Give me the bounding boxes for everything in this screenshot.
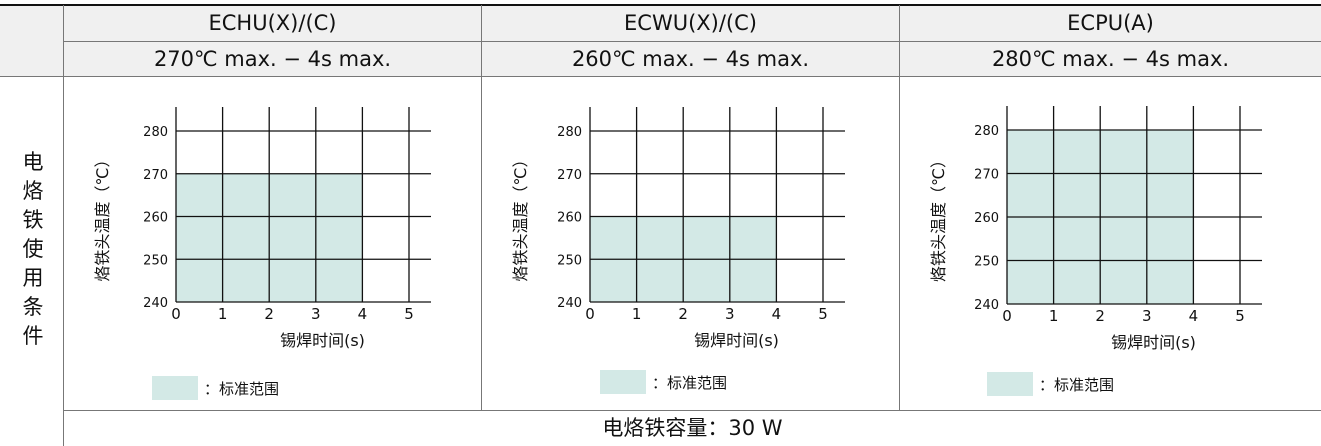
legend-label: ：标准范围 xyxy=(652,373,728,392)
y-tick-label: 260 xyxy=(143,211,168,226)
chart-svg: 0 1 2 3 4 5 240 250 260 270 280 锡焊时间(s) 烙铁头温度（℃） xyxy=(93,107,431,350)
side-label-usage-conditions: 电 烙 铁 使 用 条 件 xyxy=(18,148,48,351)
side-char-4: 使 xyxy=(22,237,44,261)
x-axis-title: 锡焊时间(s) xyxy=(1111,333,1196,352)
x-tick-label: 3 xyxy=(1142,307,1152,325)
y-tick-label: 270 xyxy=(557,168,582,183)
legend-swatch xyxy=(600,370,646,394)
legend-swatch xyxy=(152,376,198,400)
x-tick-label: 4 xyxy=(358,305,368,323)
side-char-6: 条 xyxy=(22,295,44,319)
y-tick-label: 240 xyxy=(143,296,168,311)
x-tick-label: 0 xyxy=(1002,307,1012,325)
chart-ecwu: 0 1 2 3 4 5 240 250 260 270 280 锡焊时间(s) 烙铁头温度（℃） xyxy=(482,80,900,410)
side-char-2: 烙 xyxy=(22,179,44,203)
y-tick-label: 280 xyxy=(557,125,582,140)
chart-svg: 0 1 2 3 4 5 240 250 260 270 280 锡焊时间(s) 烙铁头温度（℃） xyxy=(929,106,1262,352)
y-tick-label: 260 xyxy=(557,211,582,226)
y-tick-label: 270 xyxy=(143,168,168,183)
column-divider-1 xyxy=(481,5,482,410)
y-tick-label: 250 xyxy=(974,255,999,270)
header-row-divider xyxy=(64,41,1321,42)
header-corner-cell xyxy=(0,5,63,76)
x-tick-label: 2 xyxy=(678,305,688,323)
condition-header-2: 260℃ max. − 4s max. xyxy=(482,42,899,76)
x-tick-label: 5 xyxy=(1235,307,1245,325)
column-divider-2 xyxy=(899,5,900,410)
x-tick-label: 2 xyxy=(1095,307,1105,325)
y-tick-label: 260 xyxy=(974,211,999,226)
legend-label: ：标准范围 xyxy=(204,379,280,398)
chart-echu: 0 1 2 3 4 5 240 250 260 270 280 锡焊时间(s) 烙铁头温度（℃） xyxy=(64,80,482,410)
x-tick-label: 0 xyxy=(585,305,595,323)
y-tick-label: 250 xyxy=(557,253,582,268)
iron-capacity-footer: 电烙铁容量：30 W xyxy=(602,416,783,440)
model-header-2: ECWU(X)/(C) xyxy=(482,5,899,41)
legend-label: ：标准范围 xyxy=(1039,375,1115,394)
model-header-1: ECHU(X)/(C) xyxy=(64,5,481,41)
y-tick-label: 280 xyxy=(974,124,999,139)
condition-header-3: 280℃ max. − 4s max. xyxy=(900,42,1321,76)
y-axis-title: 烙铁头温度（℃） xyxy=(929,152,948,282)
header-bottom-rule xyxy=(0,76,1321,77)
legend-ecwu: ：标准范围 xyxy=(600,370,727,394)
y-tick-label: 280 xyxy=(143,125,168,140)
y-axis-title: 烙铁头温度（℃） xyxy=(511,152,530,282)
legend-echu: ：标准范围 xyxy=(152,376,279,400)
y-tick-label: 250 xyxy=(143,253,168,268)
y-axis-title: 烙铁头温度（℃） xyxy=(93,152,112,282)
chart-ecpu: 0 1 2 3 4 5 240 250 260 270 280 锡焊时间(s) 烙铁头温度（℃） xyxy=(900,80,1318,410)
x-tick-label: 3 xyxy=(311,305,321,323)
y-tick-label: 240 xyxy=(557,296,582,311)
y-tick-label: 240 xyxy=(974,298,999,313)
x-tick-label: 3 xyxy=(725,305,735,323)
chart-svg: 0 1 2 3 4 5 240 250 260 270 280 锡焊时间(s) 烙铁头温度（℃） xyxy=(511,107,845,350)
x-tick-label: 4 xyxy=(772,305,782,323)
x-tick-label: 1 xyxy=(218,305,228,323)
table-top-rule xyxy=(0,4,1321,6)
x-tick-label: 5 xyxy=(818,305,828,323)
x-tick-label: 4 xyxy=(1189,307,1199,325)
side-char-1: 电 xyxy=(22,150,44,174)
column-divider-0 xyxy=(63,5,64,446)
x-tick-label: 0 xyxy=(171,305,181,323)
legend-swatch xyxy=(987,372,1033,396)
side-char-5: 用 xyxy=(22,266,44,290)
side-char-3: 铁 xyxy=(22,208,44,232)
x-tick-label: 5 xyxy=(404,305,414,323)
x-axis-title: 锡焊时间(s) xyxy=(694,331,779,350)
condition-header-1: 270℃ max. − 4s max. xyxy=(64,42,481,76)
x-tick-label: 1 xyxy=(632,305,642,323)
chart-row-bottom-rule xyxy=(64,410,1321,411)
x-axis-title: 锡焊时间(s) xyxy=(280,331,365,350)
x-tick-label: 2 xyxy=(264,305,274,323)
x-tick-label: 1 xyxy=(1049,307,1059,325)
y-tick-label: 270 xyxy=(974,168,999,183)
model-header-3: ECPU(A) xyxy=(900,5,1321,41)
legend-ecpu: ：标准范围 xyxy=(987,372,1114,396)
side-char-7: 件 xyxy=(22,324,44,348)
